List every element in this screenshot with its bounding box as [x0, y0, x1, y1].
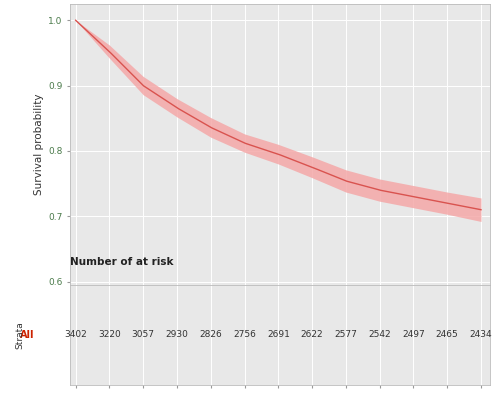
X-axis label: Time in days: Time in days: [247, 304, 313, 314]
Text: All: All: [20, 330, 34, 340]
Text: Strata: Strata: [15, 321, 24, 349]
Text: 2691: 2691: [267, 331, 289, 340]
Text: Number of at risk: Number of at risk: [70, 257, 174, 267]
Text: 3220: 3220: [98, 331, 121, 340]
Text: 2756: 2756: [233, 331, 256, 340]
Text: 2930: 2930: [166, 331, 188, 340]
Text: 3057: 3057: [132, 331, 154, 340]
Text: 2577: 2577: [334, 331, 357, 340]
Text: 2434: 2434: [470, 331, 492, 340]
Text: 2497: 2497: [402, 331, 425, 340]
Text: 2826: 2826: [200, 331, 222, 340]
Text: 2465: 2465: [436, 331, 458, 340]
Y-axis label: Survival probability: Survival probability: [34, 94, 44, 195]
Text: 2542: 2542: [368, 331, 391, 340]
Text: 2622: 2622: [301, 331, 324, 340]
Text: 3402: 3402: [64, 331, 87, 340]
